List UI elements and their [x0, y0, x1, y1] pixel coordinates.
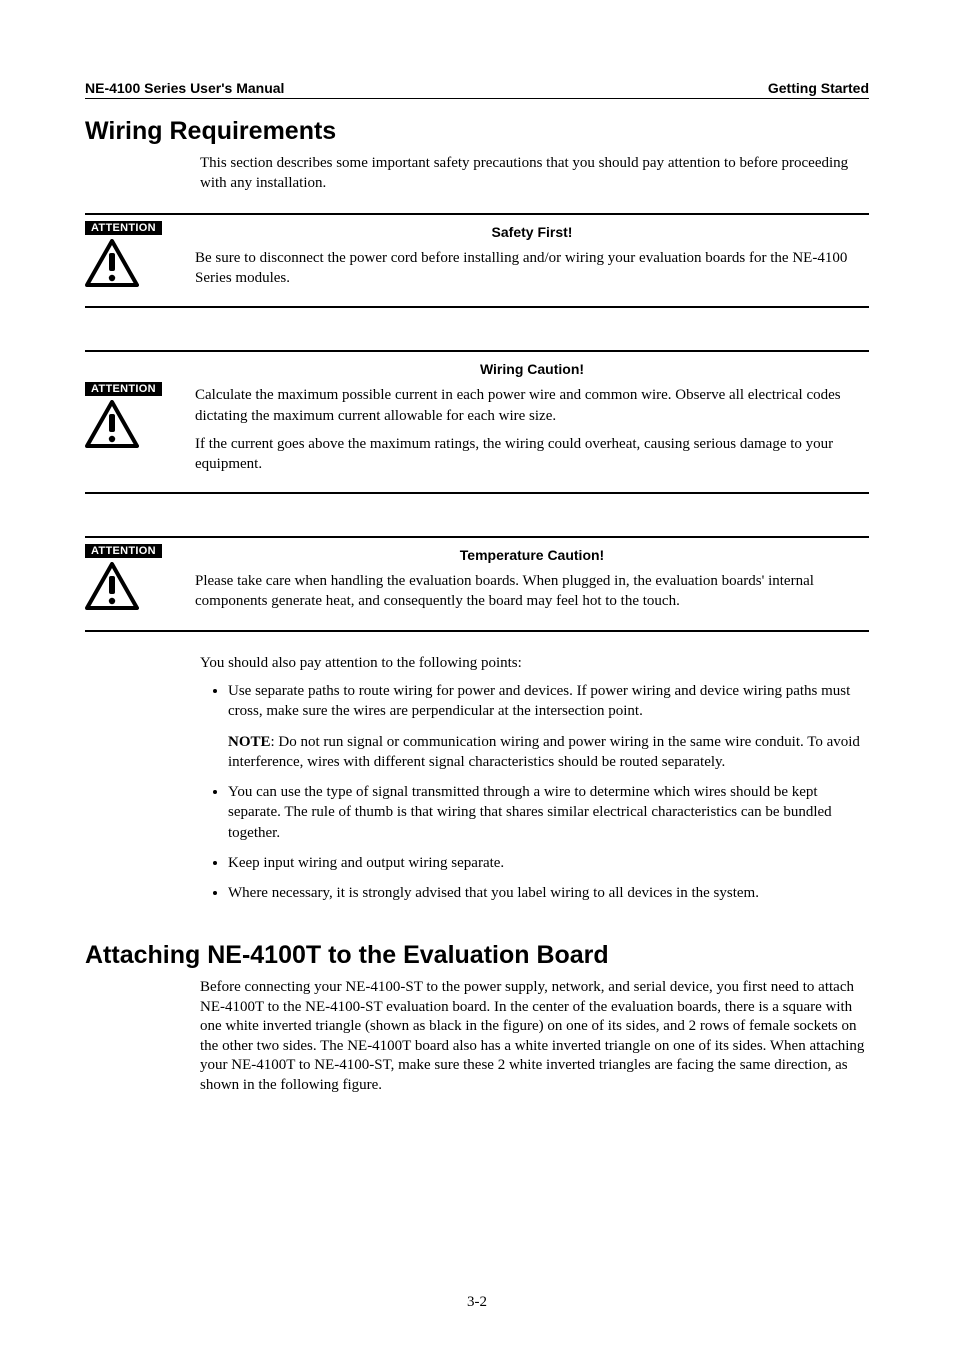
intro-paragraph: This section describes some important sa…: [200, 154, 869, 193]
attention-label: ATTENTION: [85, 544, 162, 558]
note-paragraph: NOTE: Do not run signal or communication…: [228, 732, 869, 773]
callout-body: Wiring Caution! Calculate the maximum po…: [195, 358, 869, 482]
body-points: You should also pay attention to the fol…: [200, 654, 869, 904]
callout-left: ATTENTION: [85, 358, 195, 453]
callout-title: Temperature Caution!: [195, 546, 869, 565]
spacer: [85, 494, 869, 516]
attention-label: ATTENTION: [85, 382, 162, 396]
note-label: NOTE: [228, 734, 271, 750]
bullet-1-text: Use separate paths to route wiring for p…: [228, 683, 850, 719]
bullet-list: Use separate paths to route wiring for p…: [200, 681, 869, 903]
section-title-wiring: Wiring Requirements: [85, 117, 869, 146]
warning-triangle-icon: [85, 400, 139, 453]
section-intro: This section describes some important sa…: [200, 154, 869, 193]
warning-triangle-icon: [85, 562, 139, 615]
spacer: [85, 632, 869, 654]
callout-text-2: If the current goes above the maximum ra…: [195, 434, 869, 475]
callout-inner: ATTENTION Safety First! Be sure to disco…: [85, 215, 869, 306]
callout-left: ATTENTION: [85, 544, 195, 615]
section2-paragraph: Before connecting your NE-4100-ST to the…: [200, 978, 869, 1095]
points-lead: You should also pay attention to the fol…: [200, 654, 869, 674]
callout-temperature: ATTENTION Temperature Caution! Please ta…: [85, 536, 869, 631]
bullet-1: Use separate paths to route wiring for p…: [228, 681, 869, 772]
callout-title: Safety First!: [195, 223, 869, 242]
warning-triangle-icon: [85, 239, 139, 292]
page-number: 3-2: [0, 1294, 954, 1311]
callout-body: Temperature Caution! Please take care wh…: [195, 544, 869, 619]
bullet-3: Keep input wiring and output wiring sepa…: [228, 853, 869, 873]
note-text: : Do not run signal or communication wir…: [228, 734, 860, 770]
spacer: [85, 308, 869, 330]
callout-body: Safety First! Be sure to disconnect the …: [195, 221, 869, 296]
callout-safety: ATTENTION Safety First! Be sure to disco…: [85, 213, 869, 308]
callout-title: Wiring Caution!: [195, 360, 869, 379]
header-left: NE-4100 Series User's Manual: [85, 80, 284, 96]
attention-label: ATTENTION: [85, 221, 162, 235]
section2-body: Before connecting your NE-4100-ST to the…: [200, 978, 869, 1095]
callout-left: ATTENTION: [85, 221, 195, 292]
running-header: NE-4100 Series User's Manual Getting Sta…: [85, 80, 869, 99]
bullet-4: Where necessary, it is strongly advised …: [228, 883, 869, 903]
callout-text-1: Calculate the maximum possible current i…: [195, 385, 869, 426]
callout-text: Please take care when handling the evalu…: [195, 571, 869, 612]
callout-inner: ATTENTION Temperature Caution! Please ta…: [85, 538, 869, 629]
callout-text: Be sure to disconnect the power cord bef…: [195, 248, 869, 289]
page: NE-4100 Series User's Manual Getting Sta…: [0, 0, 954, 1351]
callout-inner: ATTENTION Wiring Caution! Calculate the …: [85, 352, 869, 492]
callout-wiring: ATTENTION Wiring Caution! Calculate the …: [85, 350, 869, 494]
section-title-attaching: Attaching NE-4100T to the Evaluation Boa…: [85, 941, 869, 970]
spacer: [85, 913, 869, 941]
bullet-2: You can use the type of signal transmitt…: [228, 782, 869, 843]
header-right: Getting Started: [768, 80, 869, 96]
